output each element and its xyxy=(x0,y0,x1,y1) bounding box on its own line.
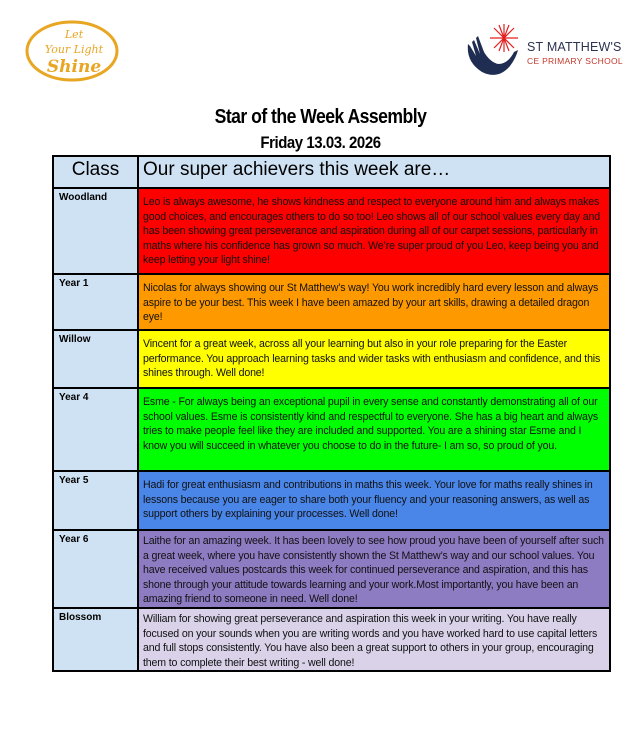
table-row: Woodland Leo is always awesome, he shows… xyxy=(52,187,611,275)
let-your-light-shine-logo: Let Your Light Shine xyxy=(25,20,119,82)
achiever-message: William for showing great perseverance a… xyxy=(137,606,611,673)
achiever-message: Hadi for great enthusiasm and contributi… xyxy=(137,470,611,531)
achievers-table: Class Our super achievers this week are…… xyxy=(52,155,611,673)
table-row: Year 5 Hadi for great enthusiasm and con… xyxy=(52,470,611,531)
svg-text:Let: Let xyxy=(64,28,84,41)
achiever-message: Esme - For always being an exceptional p… xyxy=(137,387,611,472)
column-header-achievers: Our super achievers this week are… xyxy=(137,155,611,189)
class-name: Year 4 xyxy=(52,387,139,472)
table-row: Year 6 Laithe for an amazing week. It ha… xyxy=(52,529,611,609)
school-name: ST MATTHEW'S xyxy=(527,40,622,54)
table-row: Year 4 Esme - For always being an except… xyxy=(52,387,611,472)
class-name: Year 6 xyxy=(52,529,139,609)
column-header-class: Class xyxy=(52,155,139,189)
achiever-message: Vincent for a great week, across all you… xyxy=(137,329,611,389)
svg-text:Shine: Shine xyxy=(47,57,101,77)
class-name: Year 1 xyxy=(52,273,139,331)
school-subtitle: CE PRIMARY SCHOOL xyxy=(527,56,623,66)
class-name: Woodland xyxy=(52,187,139,275)
achiever-message: Laithe for an amazing week. It has been … xyxy=(137,529,611,609)
achiever-message: Nicolas for always showing our St Matthe… xyxy=(137,273,611,331)
st-matthews-hand-logo xyxy=(467,24,518,75)
achiever-message: Leo is always awesome, he shows kindness… xyxy=(137,187,611,275)
page-title: Star of the Week Assembly xyxy=(214,106,427,128)
class-name: Willow xyxy=(52,329,139,389)
table-row: Year 1 Nicolas for always showing our St… xyxy=(52,273,611,331)
table-row: Blossom William for showing great persev… xyxy=(52,606,611,673)
class-name: Blossom xyxy=(52,606,139,673)
class-name: Year 5 xyxy=(52,470,139,531)
assembly-date: Friday 13.03. 2026 xyxy=(260,133,381,152)
svg-text:Your Light: Your Light xyxy=(45,43,104,56)
table-header-row: Class Our super achievers this week are… xyxy=(52,155,611,189)
table-row: Willow Vincent for a great week, across … xyxy=(52,329,611,389)
